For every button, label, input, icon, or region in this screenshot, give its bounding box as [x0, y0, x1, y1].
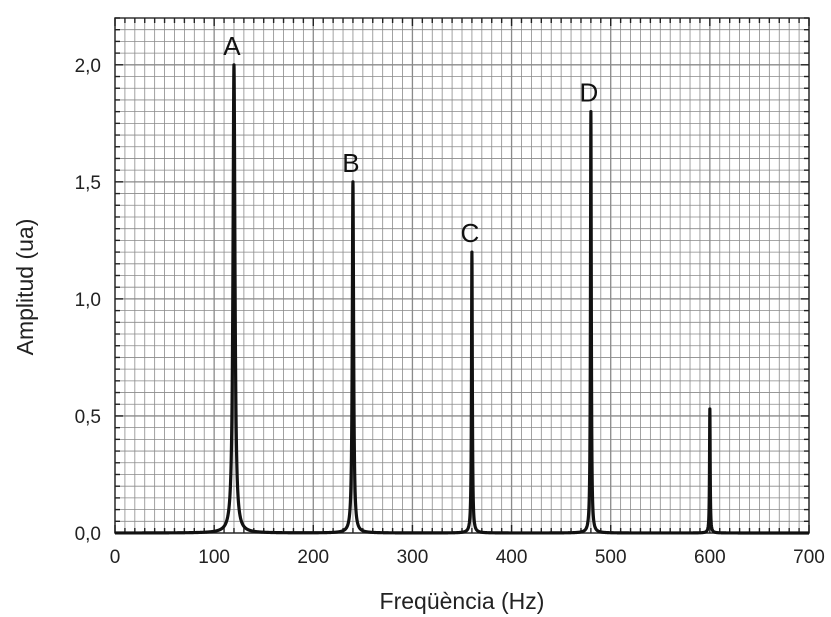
spectrum-series: [113, 63, 811, 535]
x-tick-label: 300: [397, 547, 429, 568]
y-tick-label: 0,0: [75, 524, 101, 545]
x-tick-labels: 0 100 200 300 400 500 600 700: [110, 547, 825, 568]
peak-labels: A B C D: [223, 31, 598, 248]
grid: [114, 17, 810, 534]
x-tick-label: 0: [110, 547, 121, 568]
y-tick-label: 0,5: [75, 407, 101, 428]
peak-label-c: C: [461, 218, 480, 248]
x-tick-label: 200: [297, 547, 329, 568]
x-tick-label: 500: [595, 547, 627, 568]
y-tick-label: 2,0: [75, 56, 101, 77]
peak-label-a: A: [223, 31, 241, 61]
peak-label-b: B: [342, 148, 359, 178]
peak-label-d: D: [579, 78, 598, 108]
x-tick-label: 400: [496, 547, 528, 568]
y-tick-label: 1,5: [75, 173, 101, 194]
x-tick-label: 600: [694, 547, 726, 568]
x-tick-label: 700: [793, 547, 825, 568]
y-tick-label: 1,0: [75, 290, 101, 311]
spectrum-line: [113, 63, 811, 535]
y-tick-labels: 0,0 0,5 1,0 1,5 2,0: [75, 56, 101, 545]
x-tick-label: 100: [198, 547, 230, 568]
x-axis-title: Freqüència (Hz): [380, 588, 545, 614]
y-axis-title: Amplitud (ua): [12, 219, 38, 356]
